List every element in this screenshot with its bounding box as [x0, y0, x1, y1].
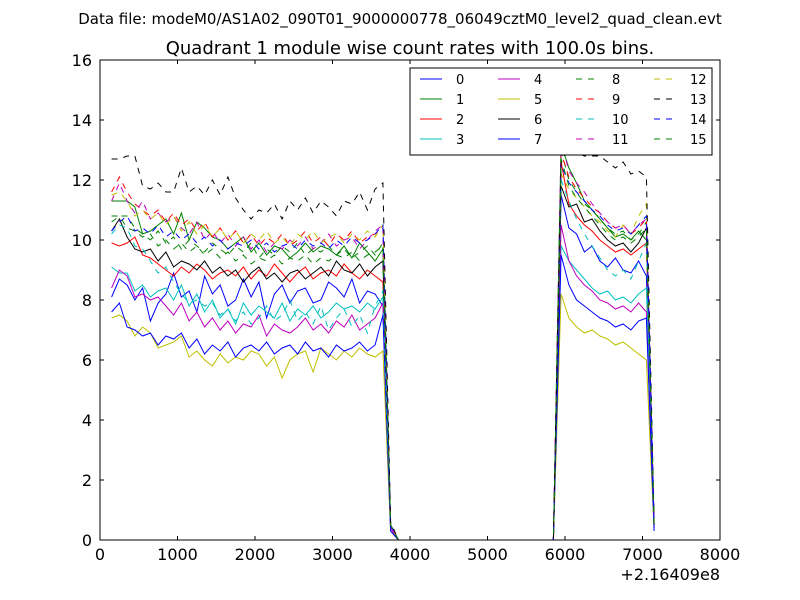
chart-title: Quadrant 1 module wise count rates with … [166, 38, 655, 59]
x-tick-label: 3000 [312, 545, 353, 564]
figure-suptitle: Data file: modeM0/AS1A02_090T01_90000007… [78, 10, 722, 29]
x-offset-label: +2.16409e8 [620, 565, 720, 584]
legend-box [409, 67, 713, 156]
series-line-2 [111, 161, 655, 540]
x-tick-label: 5000 [467, 545, 508, 564]
x-tick-label: 1000 [157, 545, 198, 564]
x-tick-label: 2000 [235, 545, 276, 564]
series-layer [111, 140, 655, 540]
y-tick-label: 4 [82, 411, 92, 430]
y-tick-label: 8 [82, 291, 92, 310]
legend-label-5: 5 [534, 93, 542, 108]
legend-label-6: 6 [534, 113, 542, 128]
y-tick-label: 14 [72, 111, 92, 130]
legend-label-10: 10 [612, 113, 629, 128]
legend-label-3: 3 [456, 133, 464, 148]
legend-label-15: 15 [690, 133, 707, 148]
x-tick-label: 4000 [390, 545, 431, 564]
legend-label-7: 7 [534, 133, 542, 148]
legend-label-11: 11 [612, 133, 629, 148]
y-tick-label: 12 [72, 171, 92, 190]
legend-label-0: 0 [456, 73, 464, 88]
legend-label-9: 9 [612, 93, 620, 108]
legend-label-4: 4 [534, 73, 542, 88]
legend-label-14: 14 [690, 113, 707, 128]
y-tick-label: 16 [72, 51, 92, 70]
legend-label-8: 8 [612, 73, 620, 88]
legend-label-12: 12 [690, 73, 707, 88]
ticks-layer: 0 1000 2000 3000 4000 5000 6000 7000 80000246810… [72, 51, 741, 564]
series-line-3 [111, 244, 655, 540]
legend-label-13: 13 [690, 93, 707, 108]
x-tick-label: 6000 [545, 545, 586, 564]
y-tick-label: 0 [82, 531, 92, 550]
legend-label-1: 1 [456, 93, 464, 108]
y-tick-label: 2 [82, 471, 92, 490]
x-tick-label: 7000 [622, 545, 663, 564]
series-line-13 [111, 146, 655, 540]
series-line-7 [111, 254, 655, 540]
x-tick-label: 0 [95, 545, 105, 564]
series-line-15 [111, 158, 655, 540]
series-line-5 [111, 293, 655, 540]
legend-label-2: 2 [456, 113, 464, 128]
x-tick-label: 8000 [700, 545, 741, 564]
series-line-10 [111, 179, 655, 540]
y-tick-label: 10 [72, 231, 92, 250]
y-tick-label: 6 [82, 351, 92, 370]
series-line-14 [111, 164, 655, 540]
